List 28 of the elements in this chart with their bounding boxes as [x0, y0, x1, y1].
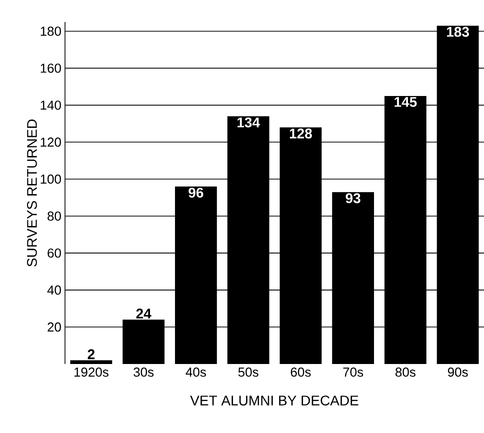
y-tick-label: 120: [40, 138, 61, 147]
x-tick-label: 30s: [134, 368, 154, 377]
y-tick-label: 60: [48, 248, 61, 258]
x-tick-label: 80s: [396, 368, 416, 377]
y-axis-title: SURVEYS RETURNED: [26, 120, 37, 267]
x-tick-label: 60s: [290, 368, 311, 377]
data-label: 24: [136, 308, 152, 318]
data-label: 96: [188, 188, 204, 198]
x-tick-label: 40s: [186, 368, 206, 377]
y-tick-label: 100: [40, 174, 61, 184]
x-tick-label: 50s: [238, 368, 258, 377]
data-label: 183: [447, 26, 469, 37]
y-tick-label: 180: [40, 26, 61, 36]
x-tick-label: 1920s: [74, 368, 108, 377]
data-label: 2: [88, 349, 95, 360]
y-tick-label: 40: [47, 285, 61, 295]
data-label: 93: [346, 193, 360, 204]
x-axis-title: VET ALUMNI BY DECADE: [190, 396, 358, 406]
data-label: 128: [290, 128, 312, 138]
data-label: 145: [394, 97, 417, 107]
x-tick-label: 90s: [448, 368, 468, 377]
y-tick-label: 20: [48, 322, 61, 332]
y-tick-label: 80: [48, 211, 61, 221]
y-tick-label: 140: [40, 100, 61, 110]
data-label: 134: [238, 117, 260, 128]
x-tick-label: 70s: [343, 368, 364, 377]
bar: [70, 360, 112, 364]
y-tick-label: 160: [40, 64, 61, 73]
